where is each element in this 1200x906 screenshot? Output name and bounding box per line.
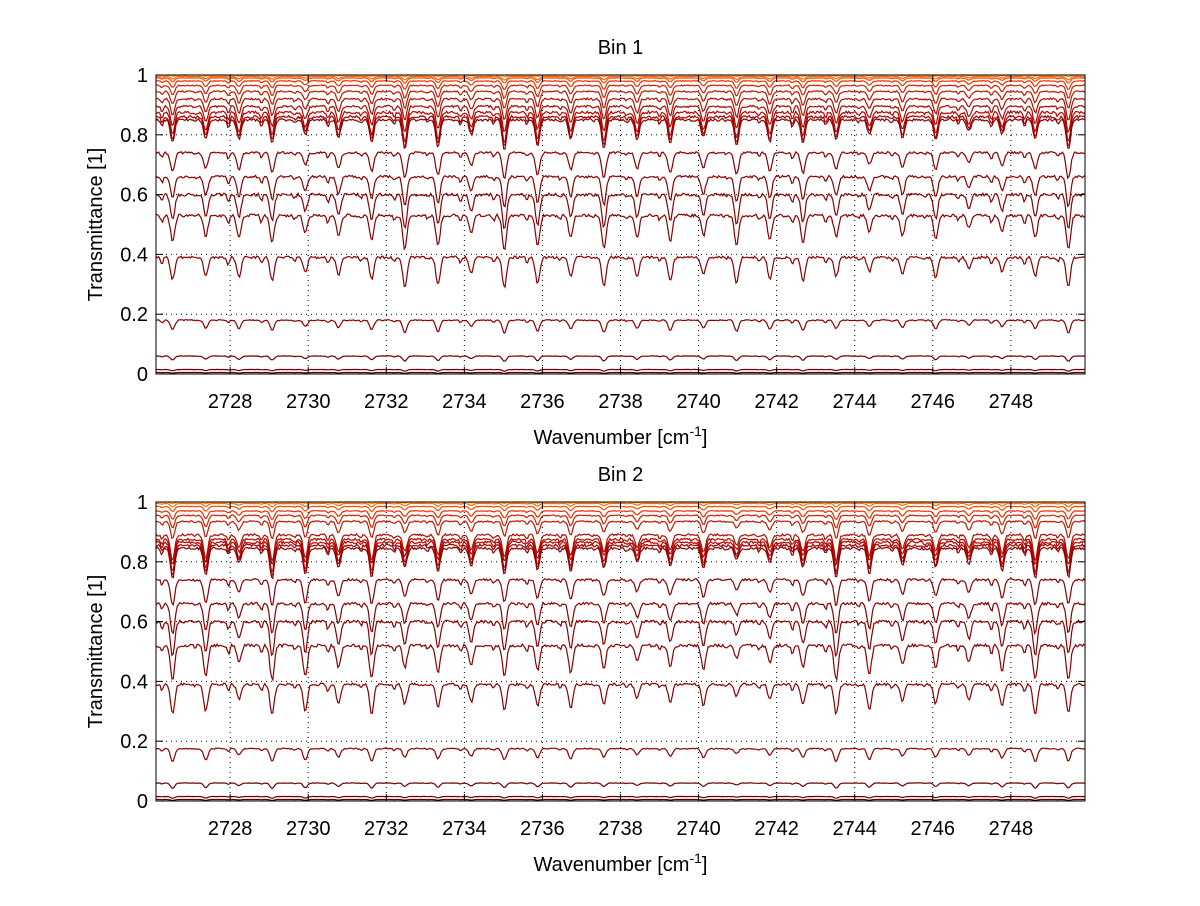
x-tick-label: 2748 xyxy=(989,391,1034,413)
x-tick-label: 2736 xyxy=(520,818,565,840)
chart-title: Bin 1 xyxy=(598,37,644,59)
chart-panel-2: Bin 2 2728 2730 2732 2734 2736 2738 2740 2742 274… xyxy=(85,464,1086,876)
y-tick-label: 0 xyxy=(137,791,148,813)
y-tick-label: 0.6 xyxy=(120,185,148,207)
series-line xyxy=(155,191,1086,230)
x-tick-label: 2740 xyxy=(676,391,721,413)
y-axis-label: Transmittance [1] xyxy=(85,148,107,302)
x-tick-label: 2742 xyxy=(754,818,799,840)
series-line xyxy=(155,318,1086,334)
series-line xyxy=(155,540,1086,573)
series-line xyxy=(155,174,1086,208)
x-tick-label: 2732 xyxy=(364,391,409,413)
x-tick-label: 2744 xyxy=(832,391,877,413)
series-line xyxy=(155,212,1086,251)
series-line xyxy=(155,117,1086,150)
x-tick-label: 2744 xyxy=(832,818,877,840)
x-tick-label: 2728 xyxy=(208,818,253,840)
series-line xyxy=(155,150,1086,180)
series-line xyxy=(155,89,1086,109)
series-line xyxy=(155,104,1086,134)
x-tick-label: 2728 xyxy=(208,391,253,413)
series-line xyxy=(155,114,1086,147)
series-line xyxy=(155,747,1086,763)
y-tick-label: 1 xyxy=(137,65,148,87)
y-axis-label: Transmittance [1] xyxy=(85,575,107,729)
series-line xyxy=(155,601,1086,636)
series-line xyxy=(155,577,1086,607)
series-line xyxy=(155,545,1086,580)
chart-panel-1: Bin 1 2728 2730 2732 2734 2736 2738 2740 2742 274… xyxy=(85,37,1086,449)
x-tick-label: 2748 xyxy=(989,818,1034,840)
x-tick-label: 2738 xyxy=(598,391,643,413)
y-tick-label: 0.2 xyxy=(120,731,148,753)
series-line xyxy=(155,537,1086,567)
x-tick-label: 2736 xyxy=(520,391,565,413)
series-line xyxy=(155,542,1086,577)
y-tick-label: 0.6 xyxy=(120,612,148,634)
series-line xyxy=(155,519,1086,540)
x-tick-label: 2732 xyxy=(364,818,409,840)
series-line xyxy=(155,355,1086,362)
x-tick-label: 2730 xyxy=(286,818,331,840)
series-line xyxy=(155,96,1086,121)
series-line xyxy=(155,782,1086,789)
y-tick-label: 0 xyxy=(137,364,148,386)
series-line xyxy=(155,255,1086,289)
series-line xyxy=(156,618,1086,658)
y-tick-label: 0.4 xyxy=(120,244,148,266)
series-line xyxy=(156,84,1085,100)
x-tick-label: 2746 xyxy=(911,391,956,413)
x-tick-label: 2734 xyxy=(442,391,487,413)
y-tick-label: 1 xyxy=(137,492,148,514)
series-line xyxy=(155,514,1086,529)
y-tick-label: 0.2 xyxy=(120,304,148,326)
y-tick-label: 0.8 xyxy=(120,552,148,574)
y-tick-label: 0.4 xyxy=(120,671,148,693)
x-tick-label: 2742 xyxy=(754,391,799,413)
series-line xyxy=(155,532,1086,562)
x-axis-label: Wavenumber [cm-1] xyxy=(534,423,708,449)
y-tick-label: 0.8 xyxy=(120,125,148,147)
x-tick-label: 2746 xyxy=(911,818,956,840)
x-tick-label: 2730 xyxy=(286,391,331,413)
x-tick-label: 2734 xyxy=(442,818,487,840)
chart-title: Bin 2 xyxy=(598,464,644,486)
series-line xyxy=(155,642,1086,682)
x-axis-label: Wavenumber [cm-1] xyxy=(534,850,708,876)
series-line xyxy=(155,509,1086,520)
x-tick-label: 2740 xyxy=(676,818,721,840)
series-line xyxy=(155,109,1086,144)
x-tick-label: 2738 xyxy=(598,818,643,840)
series-line xyxy=(155,682,1086,716)
